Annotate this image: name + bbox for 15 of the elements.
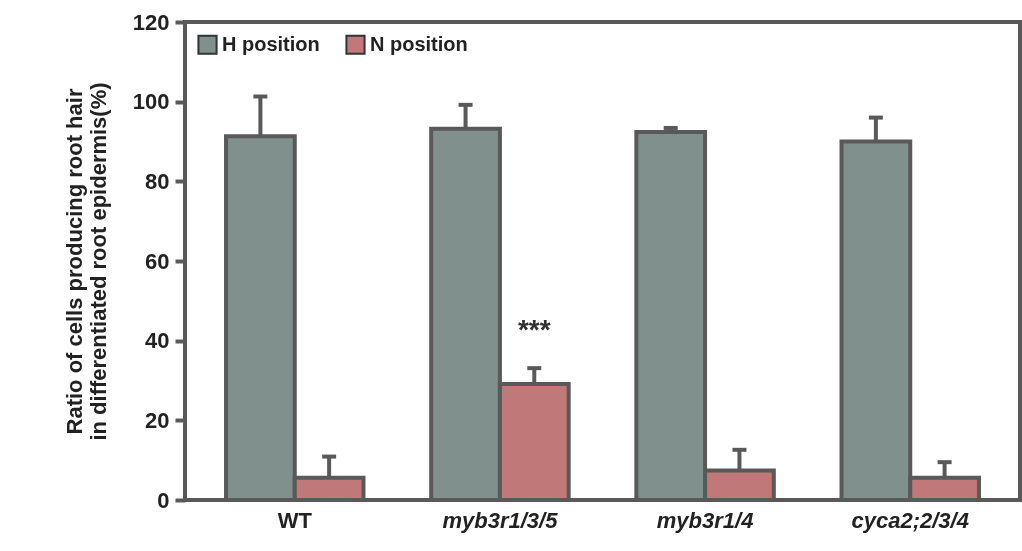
y-tick-label: 100: [132, 89, 170, 115]
legend-label: H position: [222, 32, 320, 55]
x-tick-label: myb3r1/4: [656, 507, 754, 533]
y-tick-label: 60: [145, 248, 170, 274]
y-tick-label: 40: [145, 328, 170, 354]
y-axis-title: Ratio of cells producing root hair in differentiated root epidermis(%): [61, 82, 111, 441]
y-tick-label: 120: [132, 9, 170, 35]
y-tick-label: 0: [157, 487, 170, 513]
x-tick-label: myb3r1/3/5: [442, 507, 559, 533]
y-tick-label: 80: [145, 168, 170, 194]
x-tick-label: WT: [277, 507, 313, 533]
annotation: ***: [517, 313, 551, 345]
legend-label: N position: [370, 32, 468, 55]
y-tick-label: 20: [145, 407, 170, 433]
x-tick-label: cyca2;2/3/4: [851, 507, 969, 533]
